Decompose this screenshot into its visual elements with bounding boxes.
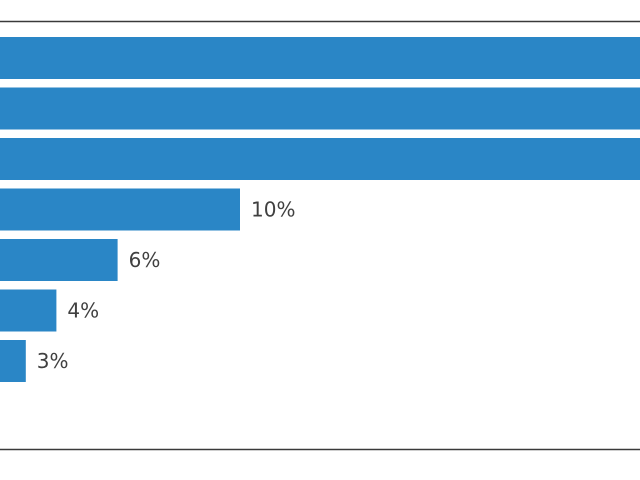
bar (0, 239, 118, 281)
bars-group (0, 37, 640, 382)
bar-value-label: 10% (251, 198, 295, 222)
bar (0, 340, 26, 382)
bar (0, 87, 640, 130)
bar (0, 37, 640, 79)
bar (0, 188, 240, 231)
bar-value-label: 4% (67, 299, 99, 323)
bar-value-label: 6% (129, 248, 161, 272)
bar (0, 138, 640, 180)
bar (0, 289, 57, 332)
bar-value-label: 3% (37, 349, 69, 373)
bar-labels-group: 10% 6% 4% 3% (37, 198, 296, 374)
